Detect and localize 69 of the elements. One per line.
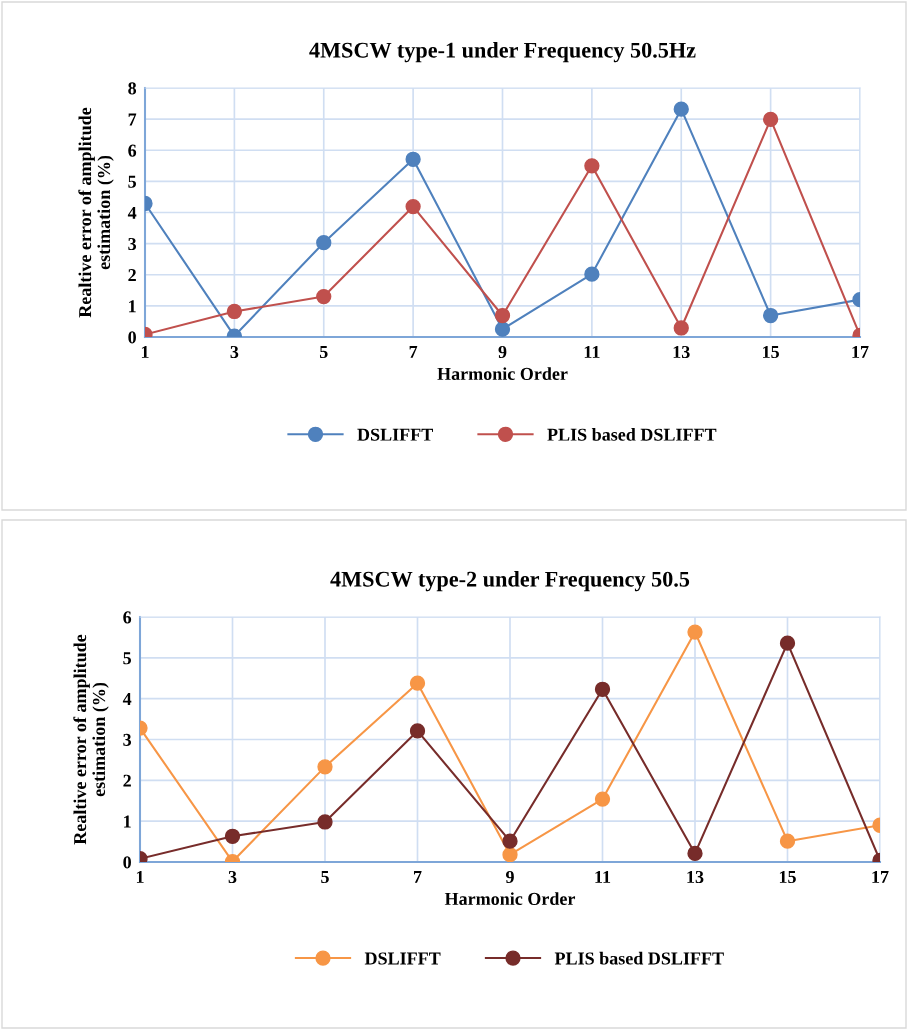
x-tick-label: 11 bbox=[595, 870, 611, 883]
x-tick-label: 11 bbox=[584, 345, 600, 358]
point bbox=[502, 833, 518, 849]
x-tick-label: 15 bbox=[779, 870, 796, 884]
y-tick-label: 4 bbox=[122, 693, 132, 705]
y-tick-label: 7 bbox=[128, 113, 137, 126]
x-tick-label: 3 bbox=[228, 870, 237, 884]
point bbox=[594, 681, 611, 697]
y-tick-label: 1 bbox=[129, 300, 136, 313]
point bbox=[316, 288, 332, 305]
y-tick-label: 0 bbox=[128, 331, 136, 344]
x-tick-label: 17 bbox=[852, 345, 869, 358]
x-tick-label: 13 bbox=[673, 345, 690, 359]
y-axis-title: Realtive error of amplitude estimation (%) bbox=[78, 107, 114, 318]
point bbox=[594, 791, 611, 807]
x-tick-label: 1 bbox=[141, 345, 149, 358]
point bbox=[316, 235, 332, 251]
x-tick-label: 13 bbox=[687, 870, 704, 884]
y-tick-label: 1 bbox=[124, 815, 131, 828]
x-axis-title: Harmonic Order bbox=[444, 892, 576, 905]
y-axis-title: Realtive error of amplitude estimation (%) bbox=[73, 634, 109, 845]
point bbox=[762, 111, 779, 128]
x-tick-label: 7 bbox=[414, 871, 422, 883]
legend-label: DSLIFFT bbox=[357, 428, 433, 441]
x-tick-label: 9 bbox=[498, 345, 507, 359]
x-tick-label: 17 bbox=[872, 870, 889, 883]
x-tick-label: 5 bbox=[321, 871, 329, 884]
point bbox=[409, 675, 426, 691]
y-tick-label: 6 bbox=[128, 144, 137, 157]
x-tick-label: 3 bbox=[230, 345, 239, 359]
point bbox=[673, 320, 689, 336]
x-tick-label: 7 bbox=[409, 346, 418, 358]
point bbox=[317, 759, 333, 775]
x-tick-label: 15 bbox=[763, 345, 779, 359]
point bbox=[779, 833, 796, 849]
point bbox=[673, 101, 689, 117]
y-tick-label: 2 bbox=[128, 269, 136, 282]
legend-label: PLIS based DSLIFFT bbox=[547, 428, 717, 441]
y-tick-label: 3 bbox=[128, 237, 137, 251]
x-tick-label: 5 bbox=[319, 346, 328, 359]
y-tick-label: 5 bbox=[123, 652, 132, 665]
point bbox=[226, 303, 243, 320]
y-tick-label: 2 bbox=[123, 774, 131, 787]
point bbox=[502, 847, 518, 862]
point bbox=[317, 814, 333, 830]
y-tick-label: 4 bbox=[127, 206, 137, 219]
x-axis-title: Harmonic Order bbox=[437, 367, 568, 380]
y-tick-label: 0 bbox=[123, 856, 131, 869]
point bbox=[409, 723, 426, 739]
point bbox=[224, 828, 241, 844]
y-tick-label: 5 bbox=[128, 175, 137, 188]
point bbox=[405, 151, 421, 167]
chart-title: 4MSCW type-2 under Frequency 50.5 bbox=[330, 571, 690, 592]
point bbox=[779, 635, 796, 651]
point bbox=[405, 198, 421, 215]
point bbox=[687, 624, 703, 640]
point bbox=[687, 845, 703, 862]
point bbox=[584, 266, 600, 282]
legend-label: DSLIFFT bbox=[364, 952, 441, 965]
y-tick-label: 8 bbox=[128, 82, 137, 95]
point bbox=[762, 307, 779, 324]
y-tick-label: 3 bbox=[123, 733, 132, 746]
point bbox=[494, 307, 511, 324]
x-tick-label: 9 bbox=[505, 870, 514, 884]
point bbox=[494, 321, 511, 337]
point bbox=[584, 158, 600, 174]
y-tick-label: 6 bbox=[123, 611, 132, 624]
legend-label: PLIS based DSLIFFT bbox=[554, 951, 724, 965]
chart-title: 4MSCW type-1 under Frequency 50.5Hz bbox=[309, 42, 696, 63]
